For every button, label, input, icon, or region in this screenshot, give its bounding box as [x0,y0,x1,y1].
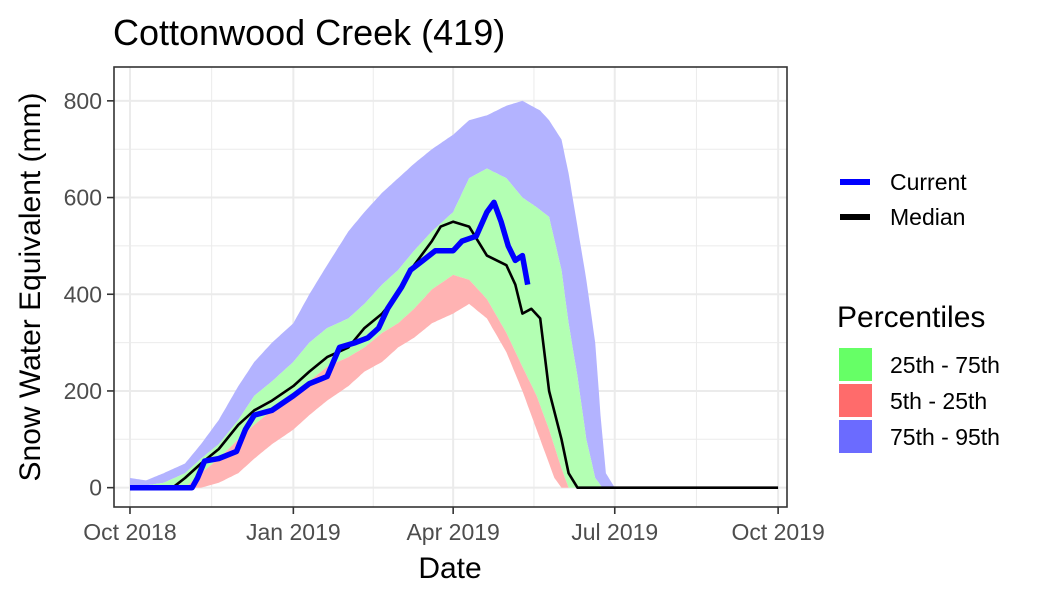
current-line [130,199,531,491]
legend-label-25-75: 25th - 75th [890,352,1000,378]
legend-title-percentiles: Percentiles [837,301,985,334]
legend: Current Median Percentiles 25th - 75th 5… [837,169,1000,453]
x-tick-label: Jan 2019 [246,519,341,545]
band-25-75 [130,168,779,488]
x-axis-title: Date [418,552,481,585]
series-lines [130,199,779,491]
y-tick-label: 800 [64,88,102,114]
y-tick-label: 200 [64,378,102,404]
band-75-95 [130,100,779,488]
percentile-bands [130,100,779,488]
plot-panel [113,66,788,508]
x-tick-label: Apr 2019 [406,519,499,545]
plot-border [113,66,788,508]
legend-key-25-75 [839,348,872,381]
chart-title: Cottonwood Creek (419) [113,12,505,53]
legend-key-5-25 [839,384,872,417]
x-tick-label: Oct 2019 [731,519,824,545]
legend-label-75-95: 75th - 95th [890,424,1000,450]
x-axis: Oct 2018 Jan 2019 Apr 2019 Jul 2019 Oct 2019 [83,507,825,545]
x-tick-label: Oct 2018 [83,519,176,545]
y-tick-label: 0 [89,475,102,501]
median-line [130,220,779,490]
legend-key-75-95 [839,420,872,453]
y-axis: 0 200 400 600 800 [64,88,114,501]
y-tick-label: 400 [64,281,102,307]
legend-label-current: Current [890,169,967,195]
y-axis-title: Snow Water Equivalent (mm) [14,92,47,481]
legend-label-median: Median [890,204,965,230]
legend-label-5-25: 5th - 25th [890,388,987,414]
y-tick-label: 600 [64,185,102,211]
x-tick-label: Jul 2019 [571,519,658,545]
